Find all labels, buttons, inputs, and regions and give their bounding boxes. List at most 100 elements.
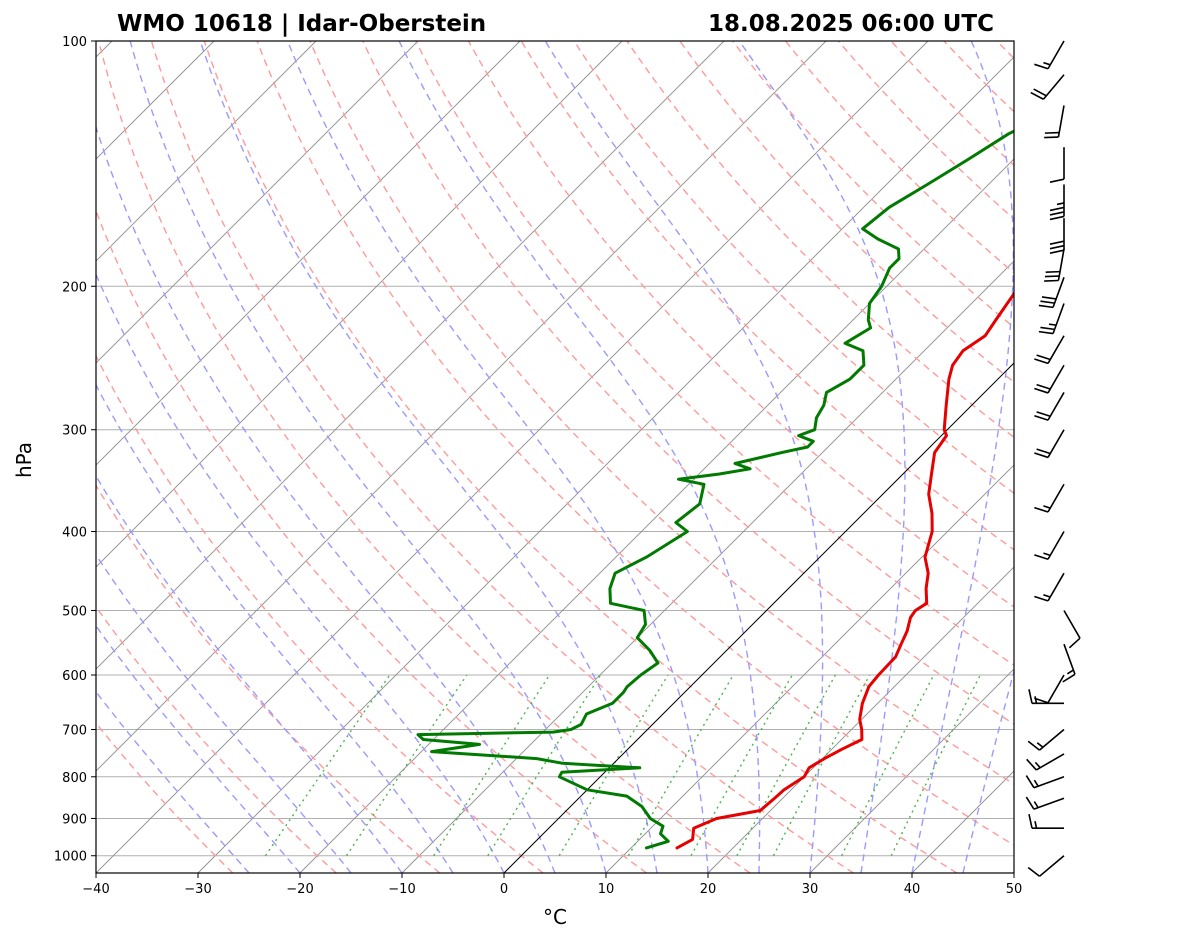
- x-tick-label: −40: [82, 882, 109, 897]
- moist-adiabat-line: [286, 41, 709, 873]
- dry-adiabat-line: [573, 41, 1014, 495]
- dry-adiabat-line: [837, 41, 1014, 220]
- wind-barb: [1027, 855, 1065, 877]
- mixing-ratio-line: [772, 674, 871, 857]
- dewpoint-profile-line: [416, 129, 1014, 850]
- wind-barb: [1034, 674, 1065, 704]
- plot-area: [0, 41, 1181, 873]
- isotherm-line: [605, 464, 1014, 873]
- temperature-profile-line: [675, 291, 1014, 850]
- y-tick-label: 700: [62, 724, 87, 739]
- moist-adiabats: [96, 41, 1014, 873]
- y-tick-label: 400: [62, 526, 87, 541]
- moist-adiabat-line: [96, 553, 352, 873]
- plot-frame: [95, 40, 1015, 874]
- y-axis-ticks: 100 200 300 400 500 600 700 800 900 1000: [54, 35, 96, 865]
- dry-adiabat-line: [362, 41, 1014, 725]
- wind-barb: [1027, 728, 1065, 751]
- dry-adiabat-line: [150, 41, 854, 873]
- wind-barb: [1049, 147, 1065, 183]
- wind-barb: [1044, 105, 1065, 139]
- moist-adiabat-line: [129, 41, 607, 873]
- moist-adiabat-line: [962, 668, 1014, 873]
- isotherm-line: [809, 668, 1014, 873]
- mixing-ratio-lines: [264, 674, 981, 857]
- x-tick-label: 50: [1006, 882, 1023, 897]
- isotherm-line: [707, 566, 1014, 873]
- dry-adiabat-line: [996, 41, 1014, 60]
- wind-barb: [1034, 483, 1065, 513]
- y-tick-label: 900: [62, 812, 87, 827]
- mixing-ratio-line: [890, 674, 981, 857]
- wind-barb: [1034, 335, 1065, 365]
- wind-barb: [1044, 248, 1065, 282]
- moist-adiabat-line: [96, 474, 403, 873]
- mixing-ratio-line: [736, 674, 837, 857]
- y-axis-label: hPa: [12, 442, 36, 478]
- y-tick-label: 100: [62, 35, 87, 50]
- moist-adiabat-line: [1013, 870, 1014, 873]
- wind-barb: [1028, 813, 1064, 829]
- moist-adiabat-line: [96, 272, 505, 873]
- mixing-ratio-line: [264, 674, 391, 857]
- wind-barb: [1038, 303, 1065, 335]
- x-tick-label: 20: [700, 882, 717, 897]
- dry-adiabats: [96, 41, 1181, 873]
- dry-adiabat-line: [943, 41, 1014, 113]
- dry-adiabat-line: [96, 484, 441, 873]
- dry-adiabat-line: [98, 41, 751, 873]
- mixing-ratio-line: [345, 674, 468, 857]
- dry-adiabat-line: [626, 41, 1014, 439]
- wind-barb: [1034, 40, 1065, 70]
- wind-barb: [1025, 775, 1065, 789]
- dry-adiabat-line: [414, 41, 1014, 666]
- y-tick-label: 300: [62, 424, 87, 439]
- isotherm-line: [401, 260, 1014, 873]
- mixing-ratio-line: [840, 674, 935, 857]
- x-tick-label: 40: [904, 882, 921, 897]
- isotherm-line: [0, 41, 10, 873]
- isotherm-line: [299, 158, 1014, 873]
- dry-adiabat-line: [256, 41, 1014, 847]
- sounding-series: [416, 129, 1014, 850]
- isotherm-line: [197, 56, 1014, 873]
- isotherm-line: [96, 41, 827, 772]
- moist-adiabat-line: [199, 41, 658, 873]
- moist-adiabat-line: [738, 41, 906, 873]
- wind-barb: [1049, 184, 1065, 221]
- zero-isotherm: [503, 362, 1014, 873]
- x-tick-label: −20: [286, 882, 313, 897]
- wind-barb: [1028, 689, 1064, 705]
- x-axis-ticks: −40 −30 −20 −10 0 10 20 30 40 50: [82, 873, 1022, 897]
- x-tick-label: 30: [802, 882, 819, 897]
- wind-barb: [1049, 218, 1065, 254]
- y-tick-label: 500: [62, 604, 87, 619]
- dry-adiabat-line: [96, 605, 337, 873]
- wind-barb: [1034, 531, 1065, 560]
- wind-barb: [1034, 392, 1065, 421]
- wind-barb: [1034, 364, 1065, 394]
- isotherm-line: [1013, 872, 1014, 873]
- wind-barb: [1062, 643, 1076, 683]
- moist-adiabat-line: [911, 41, 1014, 873]
- isotherm-line: [96, 41, 317, 262]
- isotherm-line: [96, 41, 623, 568]
- zero-isotherm-line: [503, 362, 1014, 873]
- x-tick-label: −10: [388, 882, 415, 897]
- wind-barb: [1034, 572, 1065, 602]
- mixing-ratio-line: [433, 674, 551, 857]
- x-tick-label: −30: [184, 882, 211, 897]
- dry-adiabat-line: [1050, 41, 1181, 873]
- x-tick-label: 0: [500, 882, 508, 897]
- dry-adiabat-line: [520, 41, 1014, 551]
- moist-adiabat-line: [96, 624, 301, 873]
- isotherm-line: [96, 41, 521, 466]
- wind-barb: [1025, 796, 1065, 810]
- y-tick-label: 200: [62, 280, 87, 295]
- y-tick-label: 800: [62, 771, 87, 786]
- dry-adiabat-line: [309, 41, 1014, 785]
- chart-title-station: WMO 10618 | Idar-Oberstein: [117, 11, 486, 37]
- wind-barb: [1034, 429, 1065, 459]
- chart-title-time: 18.08.2025 06:00 UTC: [708, 11, 994, 37]
